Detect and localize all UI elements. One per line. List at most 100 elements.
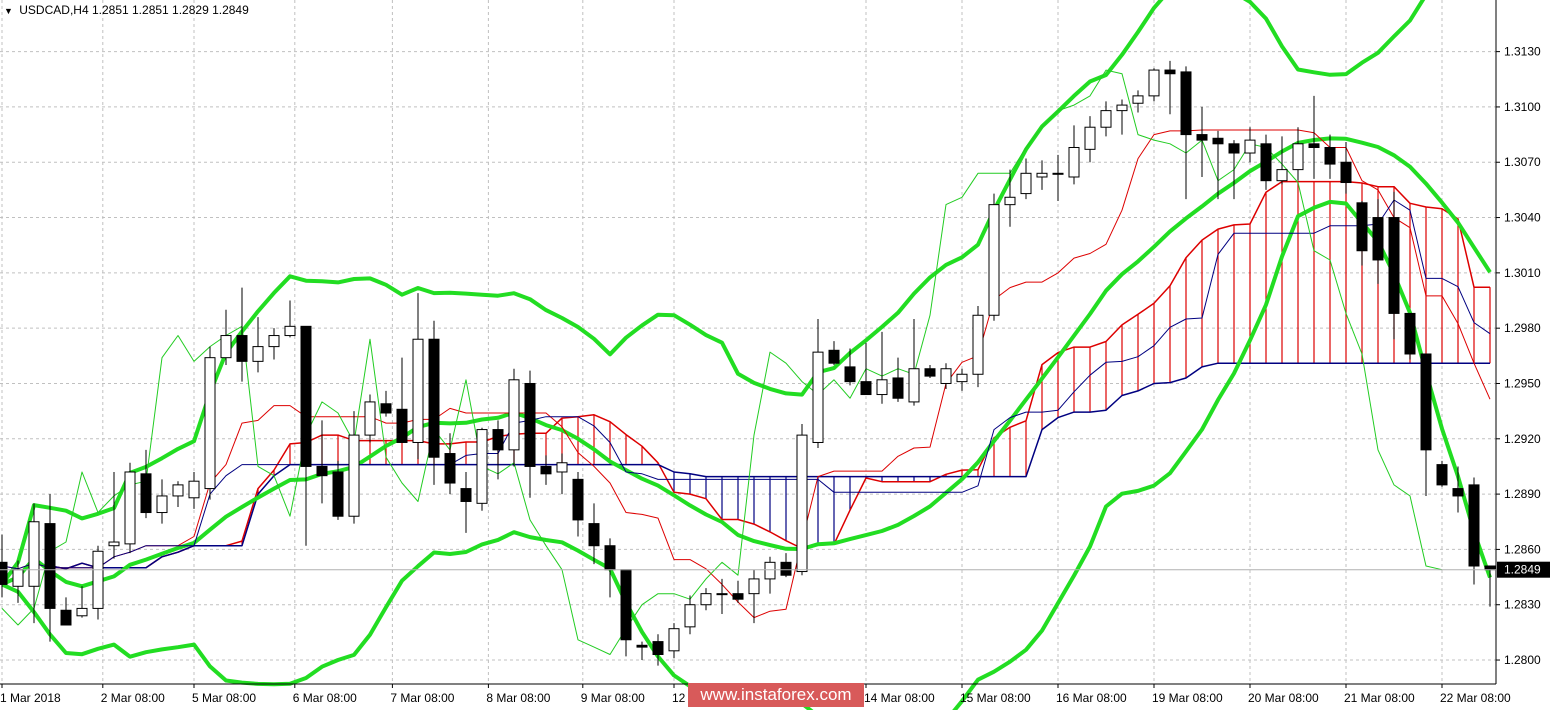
candle bbox=[508, 368, 520, 467]
candle bbox=[28, 503, 40, 624]
ohlc-readout: 1.2851 1.2851 1.2829 1.2849 bbox=[91, 3, 249, 17]
chikou-line bbox=[1, 69, 1443, 655]
candle bbox=[1404, 312, 1416, 360]
candle-body bbox=[28, 521, 40, 587]
y-tick-label: 1.2920 bbox=[1504, 432, 1541, 446]
candle bbox=[940, 363, 952, 390]
candle-body bbox=[1388, 217, 1400, 314]
candle bbox=[252, 317, 264, 373]
candle-body bbox=[92, 550, 104, 609]
candle bbox=[828, 341, 840, 366]
candle-body bbox=[844, 366, 856, 383]
y-tick-label: 1.2950 bbox=[1504, 376, 1541, 390]
candle bbox=[1004, 169, 1016, 227]
candle bbox=[556, 453, 568, 495]
candle-body bbox=[444, 453, 456, 484]
candle bbox=[1132, 90, 1144, 113]
candle-body bbox=[988, 204, 1000, 316]
candle bbox=[380, 390, 392, 417]
candle bbox=[668, 623, 680, 659]
candle-body bbox=[860, 381, 872, 396]
candle-body bbox=[412, 338, 424, 443]
candle bbox=[540, 455, 552, 485]
bollinger-upper-line bbox=[0, 0, 1426, 586]
candle-body bbox=[268, 335, 280, 348]
candle bbox=[892, 357, 904, 402]
candle-body bbox=[380, 403, 392, 414]
candle-body bbox=[204, 357, 216, 490]
candle-body bbox=[156, 495, 168, 514]
candle-body bbox=[348, 434, 360, 517]
candle-body bbox=[364, 401, 376, 436]
x-tick-label: 14 Mar 08:00 bbox=[864, 691, 935, 705]
candle-body bbox=[748, 578, 760, 595]
candle-body bbox=[604, 545, 616, 571]
candle bbox=[1052, 154, 1064, 201]
y-tick-label: 1.2860 bbox=[1504, 542, 1541, 556]
candle-body bbox=[12, 569, 24, 587]
x-tick-label: 21 Mar 08:00 bbox=[1344, 691, 1415, 705]
candle-body bbox=[524, 382, 536, 467]
candle-body bbox=[780, 561, 792, 576]
candle-body bbox=[1196, 134, 1208, 141]
candle bbox=[492, 420, 504, 480]
candle bbox=[1340, 141, 1352, 194]
candle-body bbox=[1052, 172, 1064, 175]
candle bbox=[156, 479, 168, 524]
candle bbox=[1084, 116, 1096, 163]
candle bbox=[588, 503, 600, 565]
x-tick-label: 1 Mar 2018 bbox=[0, 691, 61, 705]
candle bbox=[956, 368, 968, 391]
candle bbox=[60, 597, 72, 626]
candle-body bbox=[1148, 69, 1160, 97]
y-tick-label: 1.2800 bbox=[1504, 653, 1541, 667]
candle bbox=[1356, 200, 1368, 266]
candle bbox=[1452, 466, 1464, 513]
candle-body bbox=[1132, 95, 1144, 104]
x-tick-label: 15 Mar 08:00 bbox=[960, 691, 1031, 705]
candle-body bbox=[620, 569, 632, 641]
candle-body bbox=[396, 408, 408, 443]
candle-body bbox=[1484, 565, 1496, 571]
candle bbox=[988, 193, 1000, 321]
x-tick-label: 20 Mar 08:00 bbox=[1248, 691, 1319, 705]
candle-body bbox=[1276, 169, 1288, 182]
candle bbox=[1116, 99, 1128, 135]
kijun-line bbox=[1, 199, 1491, 570]
candle-body bbox=[828, 349, 840, 364]
candle-body bbox=[956, 373, 968, 383]
candle-body bbox=[1004, 196, 1016, 206]
candle-body bbox=[812, 351, 824, 443]
candle-body bbox=[732, 593, 744, 600]
candle-body bbox=[1116, 104, 1128, 112]
senkou-span-b-line bbox=[49, 362, 1490, 570]
candle-body bbox=[1260, 143, 1272, 182]
candle bbox=[1372, 199, 1384, 284]
candle-body bbox=[892, 377, 904, 399]
candle-body bbox=[684, 604, 696, 628]
symbol-timeframe: USDCAD,H4 bbox=[19, 3, 89, 17]
candle-body bbox=[44, 523, 56, 609]
candle-body bbox=[492, 429, 504, 451]
candle bbox=[812, 318, 824, 449]
x-tick-label: 19 Mar 08:00 bbox=[1152, 691, 1223, 705]
bollinger-middle-line bbox=[1, 136, 1492, 589]
candle-body bbox=[1308, 143, 1320, 148]
chevron-down-icon[interactable]: ▼ bbox=[4, 6, 13, 16]
candle-body bbox=[460, 488, 472, 502]
candle-body bbox=[876, 379, 888, 396]
candle-body bbox=[1084, 126, 1096, 150]
candle-body bbox=[236, 335, 248, 362]
candle-body bbox=[1068, 146, 1080, 178]
candle bbox=[1292, 127, 1304, 181]
x-tick-label: 7 Mar 08:00 bbox=[390, 691, 454, 705]
candle-body bbox=[1452, 488, 1464, 497]
tenkan-line bbox=[1, 129, 1491, 619]
candle-body bbox=[556, 462, 568, 473]
candle bbox=[700, 588, 712, 611]
candle bbox=[716, 578, 728, 614]
candle bbox=[796, 424, 808, 576]
candle-body bbox=[908, 368, 920, 403]
